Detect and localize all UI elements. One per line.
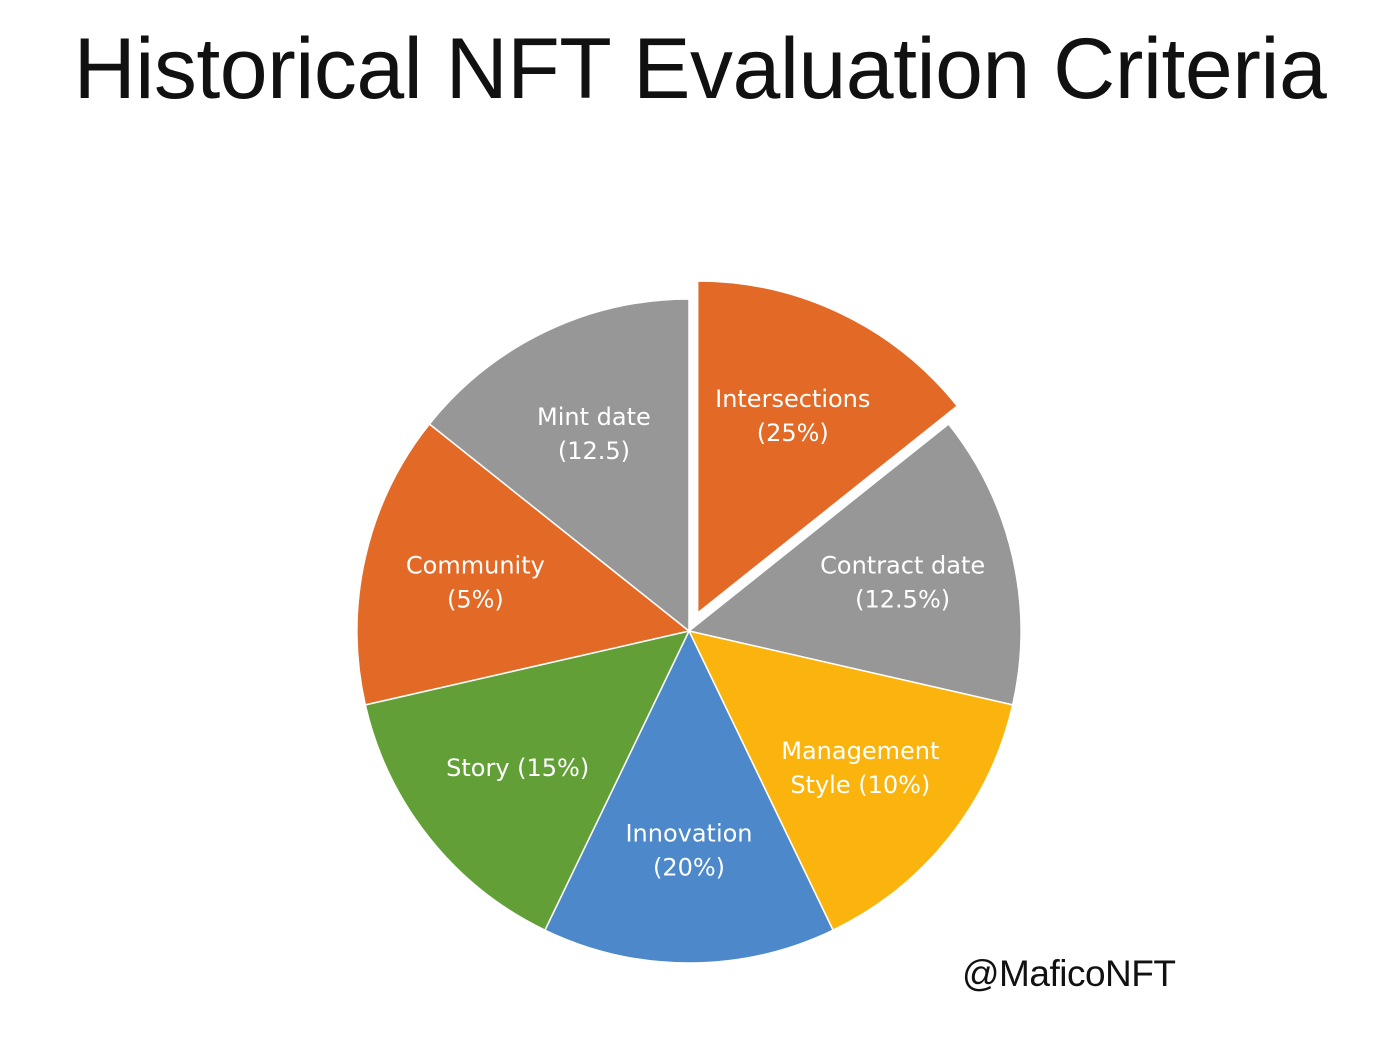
pie-slice-6 <box>428 298 690 633</box>
pie-slice-2 <box>687 629 1014 932</box>
pie-label-1-line-0: Contract date <box>820 552 985 580</box>
watermark-text: @MaficoNFT <box>962 953 1176 994</box>
pie-slice-5 <box>356 422 691 706</box>
pie-label-3-line-1: (20%) <box>653 854 725 882</box>
pie-label-3: Innovation (20%) <box>625 820 752 882</box>
pie-label-6-line-1: (12.5) <box>558 437 630 465</box>
pie-slice-3 <box>543 629 835 964</box>
pie-label-2-line-0: Management <box>781 737 939 765</box>
pie-label-4-line-0: Story (15%) <box>446 754 589 782</box>
pie-slices <box>356 280 1022 964</box>
pie-label-1: Contract date (12.5%) <box>820 552 985 614</box>
pie-label-6-line-0: Mint date <box>537 403 651 431</box>
pie-label-1-line-1: (12.5%) <box>855 586 950 614</box>
pie-label-5-line-0: Community <box>406 552 545 580</box>
pie-label-0: Intersections (25%) <box>715 385 870 447</box>
pie-slice-0 <box>696 280 959 615</box>
pie-label-0-line-0: Intersections <box>715 385 870 413</box>
pie-slice-1 <box>687 422 1022 706</box>
pie-label-0-line-1: (25%) <box>757 419 829 447</box>
pie-slice-4 <box>364 629 691 932</box>
pie-label-3-line-0: Innovation <box>625 820 752 848</box>
pie-label-6: Mint date (12.5) <box>537 403 651 465</box>
pie-label-5: Community (5%) <box>406 552 545 614</box>
chart-title: Historical NFT Evaluation Criteria <box>73 21 1327 117</box>
pie-label-2: Management Style (10%) <box>781 737 939 799</box>
pie-label-2-line-1: Style (10%) <box>790 771 930 799</box>
pie-labels: Intersections (25%) Contract date (12.5%) Ma… <box>406 385 985 882</box>
pie-label-5-line-1: (5%) <box>447 586 504 614</box>
pie-label-4: Story (15%) <box>446 754 589 782</box>
